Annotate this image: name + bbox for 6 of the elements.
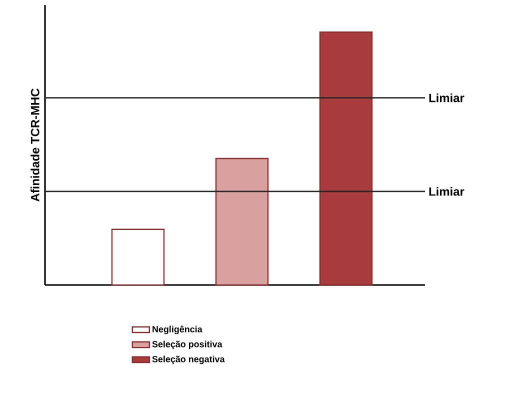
ref-line-label: Limiar xyxy=(429,93,464,102)
legend-label: Seleção positiva xyxy=(152,340,222,350)
legend-label: Seleção negativa xyxy=(152,356,225,364)
ref-line-label: Limiar xyxy=(429,187,464,196)
legend-label: Negligência xyxy=(152,326,202,334)
y-axis-title: Afinidade TCR-MHC xyxy=(30,88,40,202)
